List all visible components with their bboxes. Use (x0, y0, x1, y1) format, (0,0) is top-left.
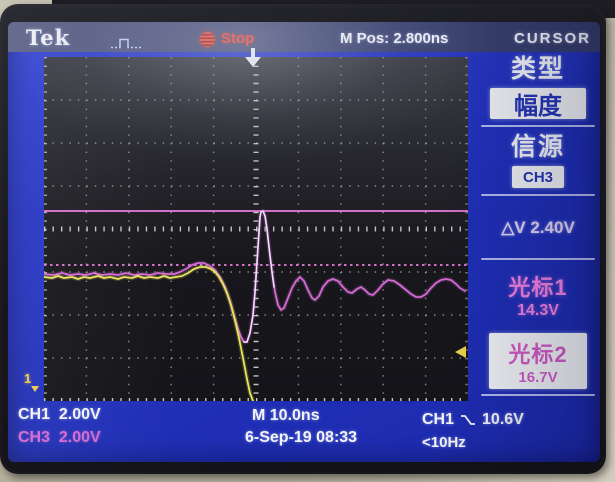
ch3-scale-readout: CH3 2.00V (18, 429, 101, 446)
trace-CH3-spike-highlight (243, 210, 275, 343)
timebase-readout: M 10.0ns (252, 407, 320, 424)
menu-item-source-label: 信源 (510, 133, 565, 161)
delta-v-readout: △V 2.40V (501, 218, 575, 237)
cursor2-value: 16.7V (518, 368, 558, 386)
trigger-waveform-icon (111, 38, 141, 49)
menu-title: CURSOR (514, 30, 592, 47)
tek-logo: Tek (26, 25, 71, 50)
cursor1-menu-item[interactable]: 光标1 14.3V (478, 270, 598, 320)
datetime-readout: 6-Sep-19 08:33 (245, 429, 358, 446)
menu-option-ch3[interactable]: CH3 (512, 166, 564, 188)
trigger-frequency-readout: <10Hz (422, 434, 466, 451)
stop-indicator-icon (200, 32, 215, 47)
cursor2-menu-item[interactable]: 光标2 16.7V (489, 333, 587, 389)
ch1-scale-readout: CH1 2.00V (18, 406, 101, 423)
trigger-readout: CH1 10.6V (422, 411, 524, 428)
menu-divider (481, 125, 595, 127)
cursor-menu: 类型 幅度 信源 CH3 △V 2.40V 光标1 14.3V 光标2 16.7… (478, 54, 598, 396)
top-status-bar (8, 22, 600, 52)
menu-option-amplitude[interactable]: 幅度 (490, 88, 586, 120)
cursor1-label: 光标1 (508, 275, 568, 300)
acquisition-state-label: Stop (221, 30, 255, 47)
menu-divider (481, 258, 595, 260)
scope-screen: Tek Stop M Pos: 2.800ns CURSOR (8, 22, 600, 462)
menu-divider (481, 194, 595, 196)
down-arrow-icon (31, 386, 39, 392)
cursor2-label: 光标2 (508, 341, 568, 367)
cursor1-value: 14.3V (517, 302, 559, 319)
trigger-position-arrow-icon[interactable] (243, 48, 263, 68)
mpos-readout: M Pos: 2.800ns (340, 30, 449, 47)
menu-item-type-label: 类型 (510, 55, 565, 83)
trace-CH1 (44, 266, 254, 401)
ch1-position-marker[interactable]: 1 (24, 372, 39, 392)
falling-edge-icon (461, 415, 476, 425)
trigger-level-arrow-icon[interactable] (454, 345, 467, 359)
menu-divider (481, 394, 595, 396)
waveform-display (44, 57, 468, 401)
